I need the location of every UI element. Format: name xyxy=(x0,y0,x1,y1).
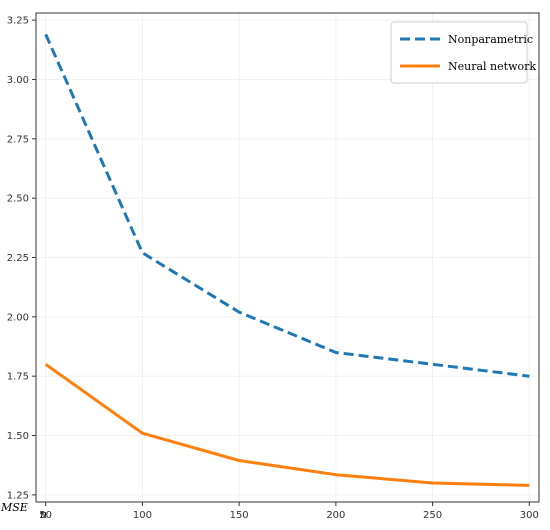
x-tick-label: 300 xyxy=(520,510,539,521)
y-tick-label: 3.00 xyxy=(7,75,29,86)
y-tick-label: 1.75 xyxy=(7,372,29,383)
series-lines xyxy=(44,33,530,487)
y-axis-label: MSE xyxy=(0,501,28,514)
y-tick-label: 1.25 xyxy=(7,490,29,501)
series-line-neural-network xyxy=(44,363,530,487)
y-tick-label: 2.00 xyxy=(7,312,29,323)
y-tick-label: 2.50 xyxy=(7,194,29,205)
legend-label-neural-network: Neural network xyxy=(448,60,536,73)
x-tick-label: 100 xyxy=(133,510,152,521)
series-line-nonparametric xyxy=(44,33,530,378)
y-axis-ticks: 1.25 1.50 1.75 2.00 2.25 2.50 2.75 3.00 3.25 xyxy=(7,16,36,501)
legend-box xyxy=(390,21,528,84)
legend: Nonparametric Neural network xyxy=(390,21,536,84)
y-tick-label: 2.25 xyxy=(7,253,29,264)
y-tick-label: 3.25 xyxy=(7,16,29,27)
x-tick-label: 50 xyxy=(39,510,52,521)
x-tick-label: 200 xyxy=(326,510,345,521)
x-axis-label: n xyxy=(40,508,47,521)
x-tick-label: 250 xyxy=(423,510,442,521)
y-tick-label: 2.75 xyxy=(7,134,29,145)
x-axis-ticks: 50 100 150 200 250 300 xyxy=(39,502,539,521)
x-tick-label: 150 xyxy=(230,510,249,521)
legend-label-nonparametric: Nonparametric xyxy=(448,33,533,46)
y-tick-label: 1.50 xyxy=(7,431,29,442)
grid-lines xyxy=(36,13,539,502)
